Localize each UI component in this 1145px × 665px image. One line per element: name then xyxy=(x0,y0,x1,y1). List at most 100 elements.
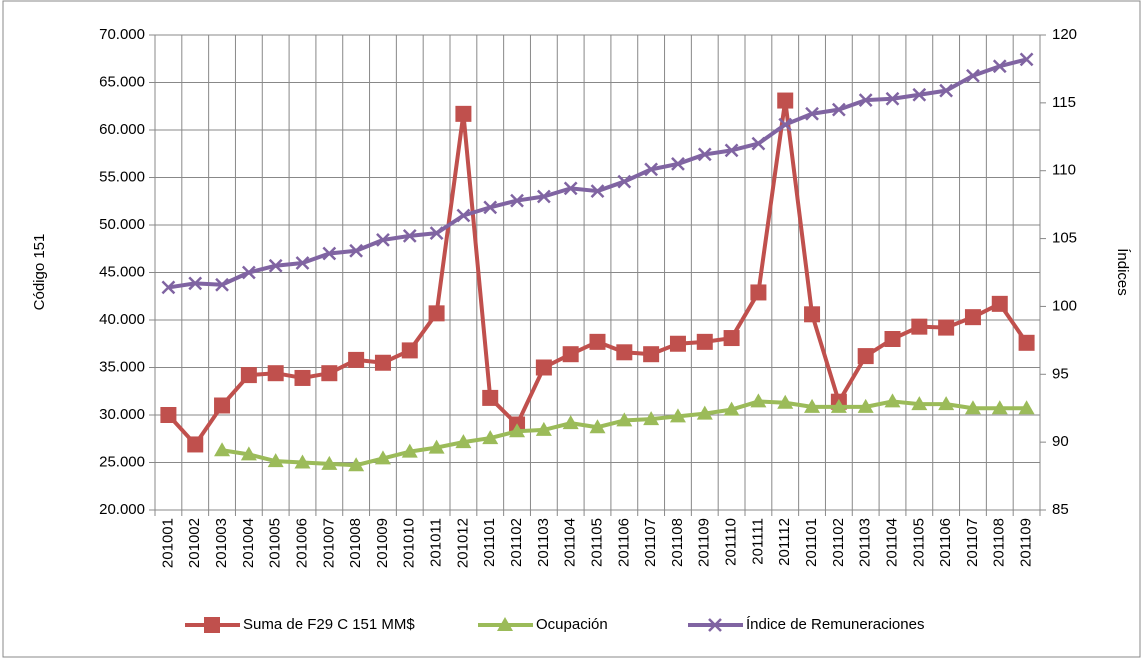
data-point xyxy=(964,400,981,415)
data-point xyxy=(214,397,231,414)
data-point xyxy=(455,105,472,122)
data-point xyxy=(563,181,578,196)
data-point xyxy=(240,446,257,461)
data-point xyxy=(376,233,390,247)
data-point xyxy=(991,295,1008,312)
legend-marker xyxy=(497,617,513,631)
y-tick-label: 45.000 xyxy=(99,263,145,280)
data-point xyxy=(696,333,713,350)
data-point xyxy=(857,398,874,413)
data-point xyxy=(535,359,552,376)
x-tick-label: 201108 xyxy=(991,518,1008,567)
x-tick-label: 201104 xyxy=(883,518,900,567)
y2-axis-title: Índices xyxy=(1114,248,1131,296)
data-point xyxy=(401,342,418,359)
data-point xyxy=(349,243,364,258)
data-point xyxy=(536,189,551,204)
y-tick-label: 35.000 xyxy=(99,358,145,375)
x-tick-label: 201009 xyxy=(374,518,391,568)
data-point xyxy=(723,330,740,347)
data-point xyxy=(964,309,981,326)
data-point xyxy=(643,411,660,426)
y-tick-label: 70.000 xyxy=(99,26,145,43)
data-point xyxy=(562,415,579,430)
x-tick-label: 201105 xyxy=(910,518,927,567)
data-point xyxy=(884,331,901,347)
x-tick-label: 201104 xyxy=(562,518,579,567)
data-point xyxy=(294,454,311,469)
x-tick-label: 201003 xyxy=(213,518,230,568)
data-point xyxy=(671,157,685,171)
data-point xyxy=(429,226,444,241)
data-point xyxy=(777,394,794,409)
y2-tick-label: 95 xyxy=(1052,365,1069,382)
y2-tick-label: 120 xyxy=(1052,26,1077,43)
data-point xyxy=(267,453,284,468)
data-point xyxy=(724,143,739,158)
y-tick-label: 20.000 xyxy=(99,501,145,518)
x-tick-label: 201111 xyxy=(749,518,766,565)
data-point xyxy=(321,365,338,382)
data-point xyxy=(240,367,257,384)
y-tick-label: 65.000 xyxy=(99,73,145,90)
x-tick-label: 201101 xyxy=(481,518,498,567)
data-point xyxy=(858,93,873,108)
legend-marker xyxy=(204,617,220,633)
data-point xyxy=(268,258,283,273)
data-point xyxy=(991,400,1008,415)
data-point xyxy=(938,319,955,336)
data-point xyxy=(589,333,606,350)
data-point xyxy=(374,354,391,371)
data-point xyxy=(322,246,337,261)
legend-label: Índice de Remuneraciones xyxy=(746,616,924,633)
x-tick-label: 201006 xyxy=(293,518,310,568)
data-point xyxy=(616,344,633,361)
legend-marker xyxy=(708,618,722,632)
data-point xyxy=(589,419,606,434)
x-tick-label: 201107 xyxy=(642,518,659,567)
y2-tick-label: 85 xyxy=(1052,501,1069,518)
y-axis-title: Código 151 xyxy=(31,234,48,311)
data-point xyxy=(321,455,338,470)
y-tick-label: 50.000 xyxy=(99,216,145,233)
data-point xyxy=(885,91,900,106)
data-point xyxy=(1019,52,1034,67)
y-tick-label: 40.000 xyxy=(99,311,145,328)
data-point xyxy=(750,284,767,301)
data-point xyxy=(455,434,472,449)
x-tick-label: 201008 xyxy=(347,518,364,568)
data-point xyxy=(912,87,927,102)
y2-tick-label: 110 xyxy=(1052,162,1076,179)
data-point xyxy=(777,92,794,109)
data-point xyxy=(750,393,767,408)
data-point xyxy=(535,421,552,436)
x-tick-label: 201010 xyxy=(401,518,418,568)
data-point xyxy=(374,450,391,465)
data-point xyxy=(830,398,847,413)
x-tick-label: 201110 xyxy=(723,518,740,566)
x-tick-label: 201109 xyxy=(1018,518,1035,567)
data-point xyxy=(911,318,928,335)
x-tick-label: 201001 xyxy=(159,518,176,568)
data-point xyxy=(214,442,231,457)
data-point xyxy=(804,306,821,323)
data-point xyxy=(161,280,176,295)
data-point xyxy=(348,351,365,368)
x-tick-label: 201102 xyxy=(830,518,847,567)
y2-tick-label: 100 xyxy=(1052,297,1077,314)
data-point xyxy=(590,184,605,198)
data-point xyxy=(804,398,821,413)
data-point xyxy=(294,369,311,386)
x-tick-label: 201109 xyxy=(696,518,713,567)
data-point xyxy=(723,401,740,416)
data-point xyxy=(1018,334,1035,351)
y2-tick-label: 115 xyxy=(1052,94,1076,111)
data-point xyxy=(509,423,526,438)
x-tick-label: 201101 xyxy=(803,518,820,567)
plot-frame xyxy=(154,34,1041,511)
data-point xyxy=(428,439,445,454)
data-point xyxy=(617,174,632,189)
data-point xyxy=(992,59,1007,74)
data-point xyxy=(348,457,365,472)
